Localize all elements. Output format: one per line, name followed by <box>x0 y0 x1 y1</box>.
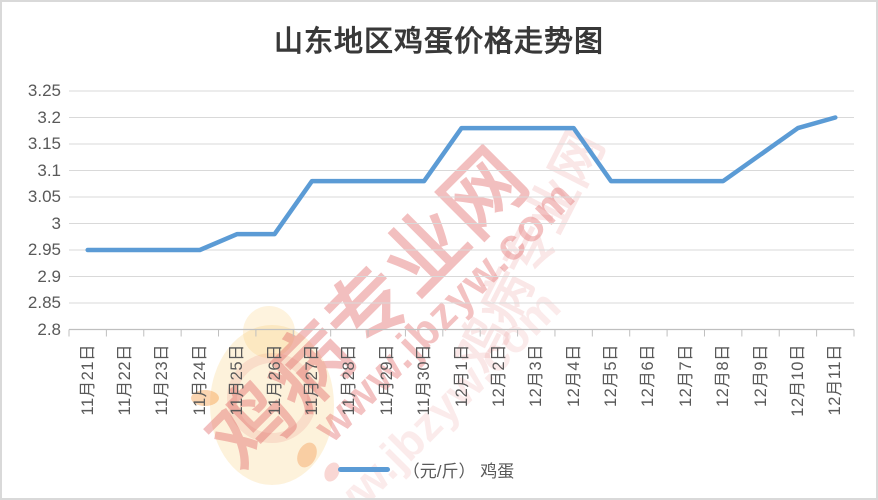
legend: （元/斤） 鸡蛋 <box>2 457 876 482</box>
y-axis-label: 2.9 <box>37 266 61 286</box>
y-axis-label: 3.1 <box>37 160 61 180</box>
y-axis-label: 2.8 <box>37 319 61 339</box>
y-axis-label: 3.2 <box>37 107 61 127</box>
y-axis-label: 3.05 <box>27 187 61 206</box>
y-axis-label: 2.95 <box>27 240 61 259</box>
y-axis-label: 2.85 <box>27 293 61 312</box>
legend-line-marker <box>337 467 390 472</box>
legend-label: （元/斤） 鸡蛋 <box>402 462 515 481</box>
y-axis-label: 3.15 <box>27 134 61 153</box>
legend-item: （元/斤） 鸡蛋 <box>337 457 515 482</box>
price-line-series <box>85 115 838 253</box>
y-axis-label: 3.25 <box>27 81 61 100</box>
y-axis-label: 3 <box>51 213 61 233</box>
chart-title: 山东地区鸡蛋价格走势图 <box>273 26 604 58</box>
